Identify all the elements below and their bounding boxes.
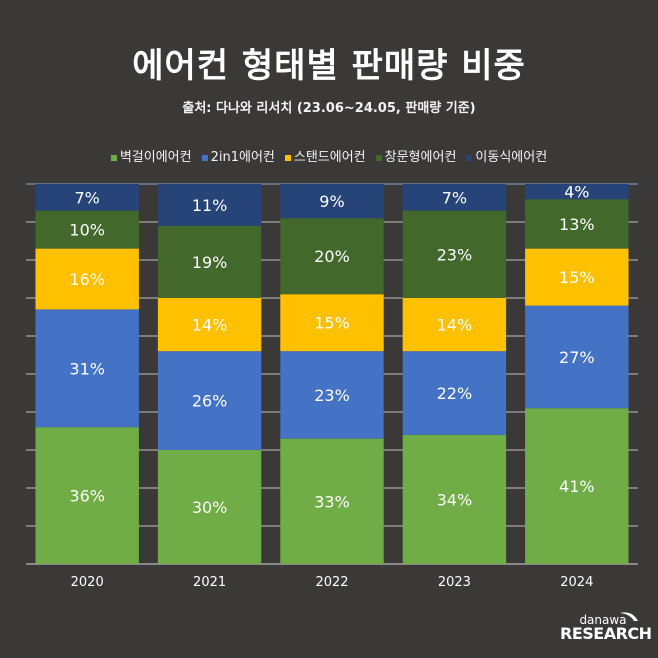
bar-segment [402, 434, 507, 564]
data-label: 10% [69, 221, 105, 240]
legend-swatch-portable [466, 155, 473, 161]
bar-segment [280, 218, 384, 295]
danawa-research-logo: danawa RESEARCH [560, 612, 652, 643]
data-label: 7% [442, 188, 467, 207]
legend-label-stand: 스탠드에어컨 [293, 150, 366, 165]
data-label: 23% [314, 386, 350, 405]
bar-segment [402, 184, 507, 211]
bar-segment [157, 298, 262, 352]
x-tick-label: 2022 [315, 575, 348, 590]
data-label: 36% [69, 487, 105, 506]
data-labels: 36% 31% 16% 10% 7% 30% 26% 14% 19% 11% 33% 23% 15% 20… [69, 183, 594, 517]
legend-item-stand: 스탠드에어컨 [284, 149, 366, 167]
data-label: 14% [437, 316, 473, 335]
data-label: 34% [437, 490, 473, 509]
chart-subtitle: 출처: 다나와 리서치 (23.06~24.05, 판매량 기준) [182, 101, 476, 116]
x-tick-labels: 2020 2021 2022 2023 2024 [71, 575, 594, 590]
logo-research-text: RESEARCH [560, 624, 652, 643]
bar-segment [35, 248, 139, 310]
data-label: 33% [314, 492, 350, 511]
data-label: 30% [192, 498, 228, 517]
bar-segment [35, 210, 139, 249]
data-label: 9% [319, 192, 344, 211]
bar-segment [525, 184, 629, 200]
logo-danawa-text: danawa [579, 613, 627, 627]
bar-segment [35, 184, 139, 211]
data-label: 14% [192, 316, 228, 335]
legend-swatch-stand [284, 155, 291, 161]
chart-title: 에어컨 형태별 판매량 비중 [132, 46, 526, 86]
bar-segment [157, 184, 262, 226]
bar-segment [280, 351, 384, 439]
data-label: 27% [559, 348, 595, 367]
legend-item-portable: 이동식에어컨 [466, 149, 547, 167]
data-label: 4% [564, 183, 589, 202]
bar-segment [280, 438, 384, 564]
data-label: 7% [75, 188, 100, 207]
bar-segment [525, 199, 629, 249]
x-tick-label: 2021 [193, 575, 226, 590]
bar-segment [525, 408, 629, 564]
legend-swatch-window [375, 155, 382, 161]
bar-segment [525, 248, 629, 306]
legend-label-2in1: 2in1에어컨 [210, 150, 275, 165]
data-label: 15% [314, 314, 350, 333]
data-label: 22% [437, 384, 473, 403]
bar-segment [280, 294, 384, 352]
data-label: 41% [559, 477, 595, 496]
legend: 벽걸이에어컨 2in1에어컨 스탠드에어컨 창문형에어컨 이동식에어컨 [0, 149, 658, 167]
data-label: 13% [559, 215, 595, 234]
legend-swatch-2in1 [201, 155, 208, 161]
data-label: 15% [559, 268, 595, 287]
data-label: 11% [192, 196, 228, 215]
data-label: 20% [314, 247, 350, 266]
data-label: 19% [192, 253, 228, 272]
data-label: 16% [69, 270, 105, 289]
bar-segment [35, 427, 139, 564]
legend-item-wall: 벽걸이에어컨 [110, 149, 192, 167]
data-label: 31% [69, 359, 105, 378]
legend-label-portable: 이동식에어컨 [475, 150, 548, 165]
data-label: 26% [192, 392, 228, 411]
legend-item-2in1: 2in1에어컨 [201, 149, 275, 167]
legend-label-wall: 벽걸이에어컨 [119, 150, 192, 165]
logo-swoosh-icon [620, 612, 638, 621]
x-tick-label: 2023 [438, 575, 471, 590]
bar-segment [402, 210, 507, 298]
legend-swatch-wall [110, 155, 117, 161]
bar-segment [157, 450, 262, 564]
bars [35, 184, 629, 564]
x-tick-label: 2024 [560, 575, 593, 590]
bar-segment [402, 298, 507, 352]
data-label: 23% [437, 245, 473, 264]
bar-segment [525, 305, 629, 409]
legend-item-window: 창문형에어컨 [375, 149, 457, 167]
x-tick-label: 2020 [71, 575, 104, 590]
legend-label-window: 창문형에어컨 [384, 150, 457, 165]
bar-segment [280, 184, 384, 219]
bar-segment [35, 309, 139, 428]
bar-segment [402, 351, 507, 435]
bar-segment [157, 351, 262, 450]
bar-segment [157, 225, 262, 298]
